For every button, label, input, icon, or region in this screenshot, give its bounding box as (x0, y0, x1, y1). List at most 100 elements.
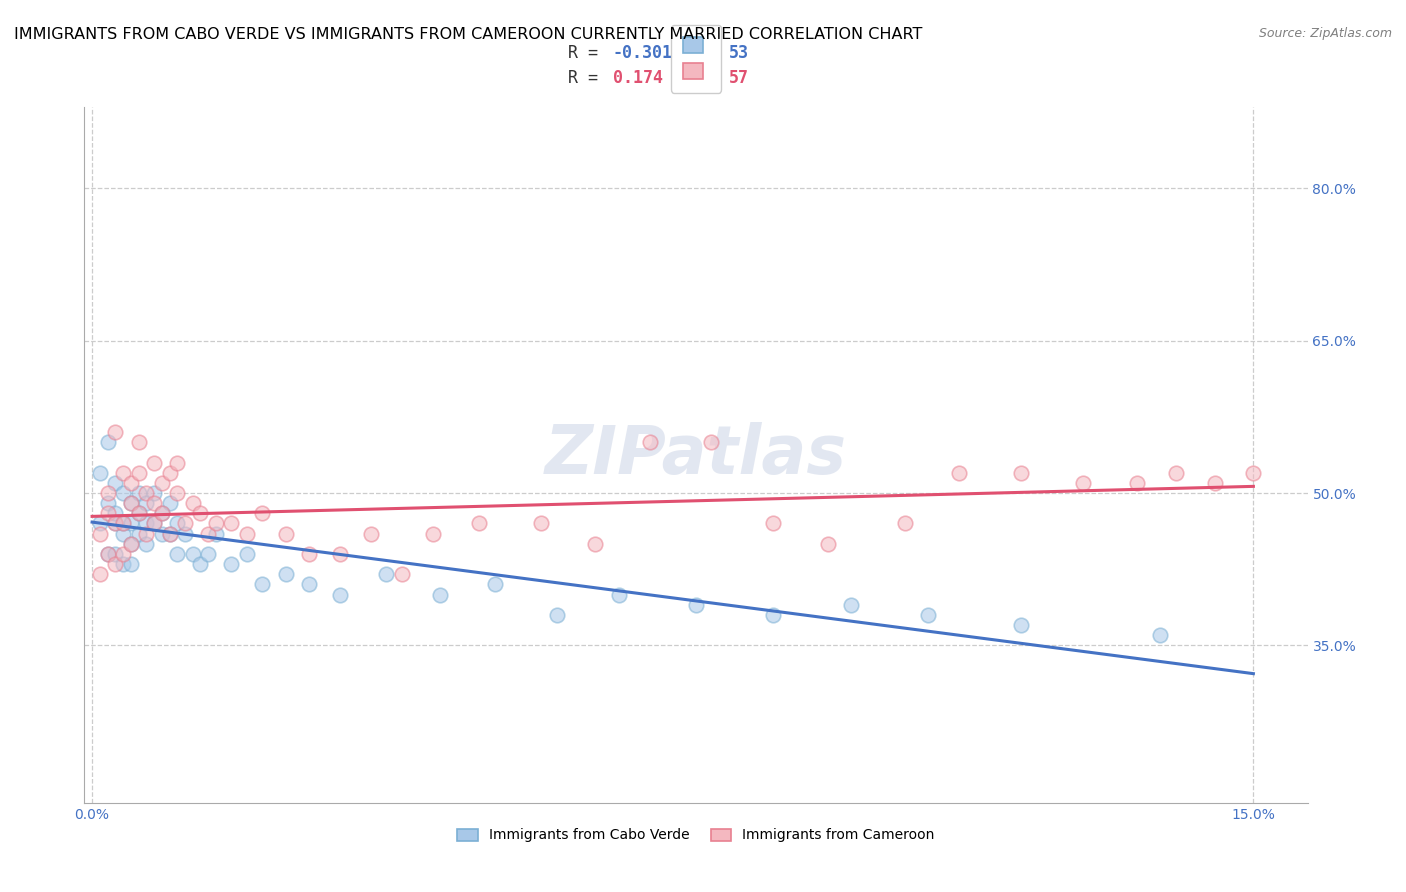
Point (422, 526, 444, 541)
Point (166, 486, 188, 500)
Point (150, 506, 173, 520)
Point (135, 516, 157, 531)
Point (143, 486, 166, 500)
Point (120, 537, 142, 551)
Point (685, 598, 707, 612)
Point (159, 526, 181, 541)
Point (360, 526, 382, 541)
Point (89, 526, 111, 541)
Point (190, 506, 212, 520)
Point (89, 516, 111, 531)
Point (120, 496, 142, 510)
Point (948, 466, 970, 480)
Point (817, 537, 839, 551)
Point (128, 466, 150, 480)
Point (298, 577, 321, 591)
Point (197, 526, 219, 541)
Point (700, 435, 723, 450)
Point (607, 588, 630, 602)
Point (205, 516, 228, 531)
Point (762, 607, 785, 622)
Point (128, 435, 150, 450)
Point (329, 588, 352, 602)
Point (1149, 628, 1171, 642)
Point (104, 547, 127, 561)
Point (104, 425, 127, 439)
Point (104, 516, 127, 531)
Point (159, 466, 181, 480)
Point (128, 506, 150, 520)
Point (221, 557, 243, 571)
Point (112, 557, 135, 571)
Point (104, 475, 127, 490)
Point (1126, 475, 1149, 490)
Text: 0.174: 0.174 (613, 69, 662, 87)
Point (1241, 466, 1264, 480)
Point (174, 526, 197, 541)
Point (97, 547, 120, 561)
Point (135, 526, 157, 541)
Point (112, 466, 135, 480)
Point (894, 516, 917, 531)
Point (159, 496, 181, 510)
Point (583, 537, 606, 551)
Point (236, 526, 259, 541)
Point (917, 607, 939, 622)
Point (274, 567, 297, 582)
Point (112, 486, 135, 500)
Point (181, 547, 204, 561)
Point (429, 588, 451, 602)
Point (128, 526, 150, 541)
Point (89, 466, 111, 480)
Point (112, 526, 135, 541)
Text: R =: R = (568, 69, 617, 87)
Point (221, 516, 243, 531)
Point (120, 475, 142, 490)
Point (1010, 466, 1032, 480)
Text: N =: N = (690, 69, 730, 87)
Point (274, 526, 297, 541)
Point (143, 516, 166, 531)
Point (135, 496, 157, 510)
Point (1164, 466, 1187, 480)
Point (112, 547, 135, 561)
Point (1071, 475, 1094, 490)
Point (97, 506, 120, 520)
Point (1204, 475, 1226, 490)
Point (89, 567, 111, 582)
Point (120, 496, 142, 510)
Point (236, 547, 259, 561)
Point (112, 516, 135, 531)
Text: ZIPatlas: ZIPatlas (546, 422, 846, 488)
Point (143, 456, 166, 470)
Point (120, 557, 142, 571)
Point (128, 506, 150, 520)
Text: IMMIGRANTS FROM CABO VERDE VS IMMIGRANTS FROM CAMEROON CURRENTLY MARRIED CORRELA: IMMIGRANTS FROM CABO VERDE VS IMMIGRANTS… (14, 27, 922, 42)
Point (252, 577, 274, 591)
Legend: Immigrants from Cabo Verde, Immigrants from Cameroon: Immigrants from Cabo Verde, Immigrants f… (451, 823, 941, 848)
Point (97, 547, 120, 561)
Point (97, 496, 120, 510)
Point (298, 547, 321, 561)
Point (546, 607, 568, 622)
Point (143, 516, 166, 531)
Point (150, 506, 173, 520)
Point (391, 567, 413, 582)
Text: R =: R = (568, 45, 607, 62)
Text: N =: N = (690, 45, 730, 62)
Text: -0.301: -0.301 (613, 45, 673, 62)
Point (97, 435, 120, 450)
Point (839, 598, 862, 612)
Point (120, 537, 142, 551)
Point (135, 486, 157, 500)
Point (143, 496, 166, 510)
Point (120, 516, 142, 531)
Point (97, 486, 120, 500)
Point (468, 516, 491, 531)
Point (205, 526, 228, 541)
Point (174, 516, 197, 531)
Point (484, 577, 506, 591)
Text: Source: ZipAtlas.com: Source: ZipAtlas.com (1258, 27, 1392, 40)
Point (762, 516, 785, 531)
Point (104, 506, 127, 520)
